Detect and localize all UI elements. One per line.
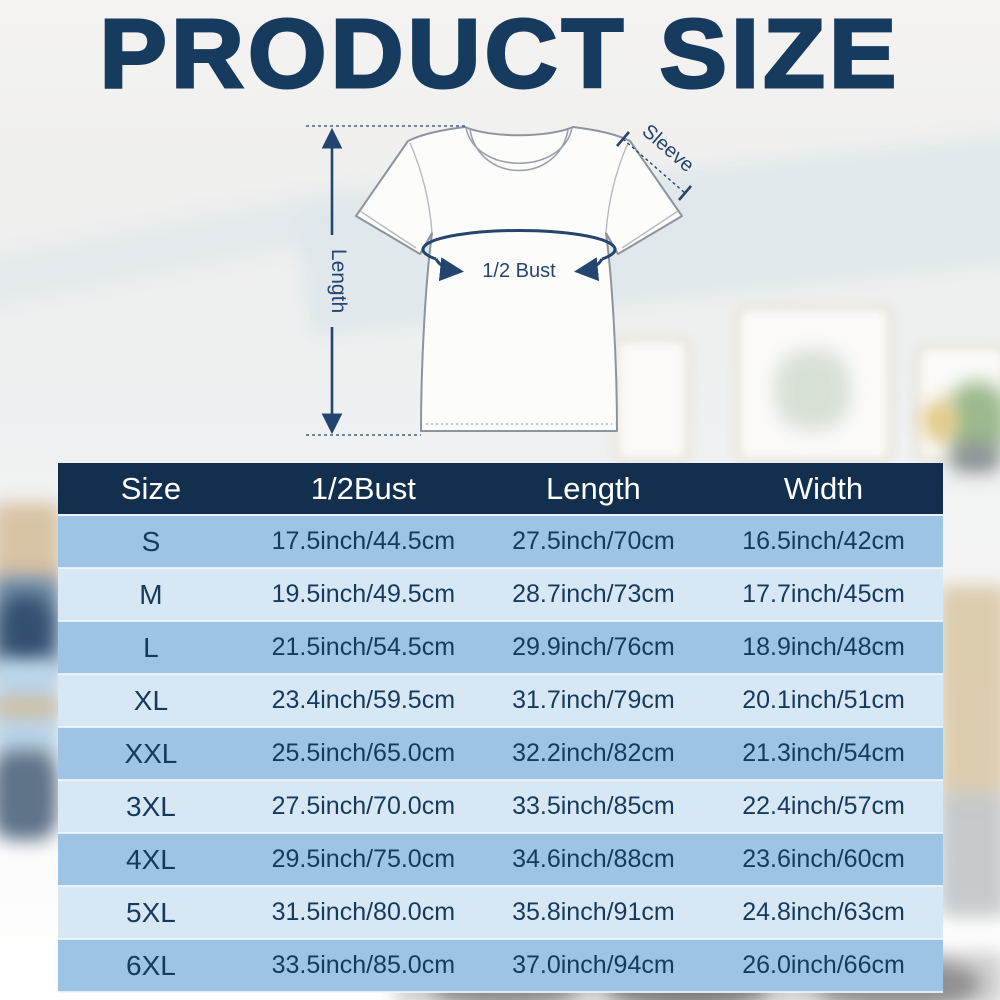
measurement-cell: 34.6inch/88cm bbox=[482, 833, 705, 887]
measurement-cell: 32.2inch/82cm bbox=[482, 727, 705, 781]
table-row-l: L 21.5inch/54.5cm 29.9inch/76cm 18.9inch/48… bbox=[58, 621, 943, 675]
sleeve-tick-start bbox=[616, 131, 630, 147]
table-row-5xl: 5XL 31.5inch/80.0cm 35.8inch/91cm 24.8inch/… bbox=[58, 886, 943, 940]
size-cell: L bbox=[58, 621, 244, 675]
table-row-s: S 17.5inch/44.5cm 27.5inch/70cm 16.5inch/42… bbox=[58, 515, 943, 569]
length-arrow-annotation: Length bbox=[306, 125, 465, 436]
measurement-cell: 20.1inch/51cm bbox=[704, 674, 943, 728]
measurement-cell: 29.9inch/76cm bbox=[482, 621, 705, 675]
table-header-row: Size 1/2Bust Length Width bbox=[58, 463, 943, 516]
left-background-blur bbox=[0, 750, 58, 840]
measurement-cell: 35.8inch/91cm bbox=[482, 886, 705, 940]
size-cell: M bbox=[58, 568, 244, 622]
measurement-cell: 24.8inch/63cm bbox=[704, 886, 943, 940]
measurement-cell: 31.5inch/80.0cm bbox=[243, 886, 483, 940]
bust-arrow-left bbox=[434, 257, 464, 282]
measurement-cell: 18.9inch/48cm bbox=[704, 621, 943, 675]
measurement-cell: 21.5inch/54.5cm bbox=[243, 621, 483, 675]
measurement-cell: 17.5inch/44.5cm bbox=[243, 515, 483, 569]
bust-label: 1/2 Bust bbox=[482, 260, 556, 282]
measurement-cell: 25.5inch/65.0cm bbox=[243, 727, 483, 781]
yellow-decor bbox=[922, 400, 958, 442]
bust-arrow-annotation: 1/2 Bust bbox=[421, 228, 617, 282]
table-row-6xl: 6XL 33.5inch/85.0cm 37.0inch/94cm 26.0inch/… bbox=[58, 939, 943, 993]
bust-arrow-right bbox=[574, 257, 604, 282]
size-cell: XL bbox=[58, 674, 244, 728]
plant-pot bbox=[952, 442, 998, 472]
frame-artwork bbox=[775, 350, 850, 430]
right-background-blur bbox=[938, 585, 1000, 800]
size-cell: S bbox=[58, 515, 244, 569]
tshirt-measurement-diagram: Length 1/2 Bust Sleeve bbox=[306, 120, 698, 436]
measurement-cell: 33.5inch/85cm bbox=[482, 780, 705, 834]
size-cell: 6XL bbox=[58, 939, 244, 993]
measurement-cell: 27.5inch/70.0cm bbox=[243, 780, 483, 834]
size-cell: 5XL bbox=[58, 886, 244, 940]
left-background-blur bbox=[0, 596, 52, 664]
page-title: PRODUCT SIZE bbox=[98, 0, 901, 108]
measurement-cell: 28.7inch/73cm bbox=[482, 568, 705, 622]
table-row-3xl: 3XL 27.5inch/70.0cm 33.5inch/85cm 22.4inch/… bbox=[58, 780, 943, 834]
table-row-xl: XL 23.4inch/59.5cm 31.7inch/79cm 20.1inch/5… bbox=[58, 674, 943, 728]
size-cell: 3XL bbox=[58, 780, 244, 834]
measurement-cell: 31.7inch/79cm bbox=[482, 674, 705, 728]
measurement-cell: 33.5inch/85.0cm bbox=[243, 939, 483, 993]
left-background-blur bbox=[0, 503, 62, 585]
length-label: Length bbox=[327, 249, 350, 313]
measurement-cell: 27.5inch/70cm bbox=[482, 515, 705, 569]
right-background-blur bbox=[938, 792, 1000, 917]
bust-ellipse bbox=[421, 228, 617, 261]
table-row-m: M 19.5inch/49.5cm 28.7inch/73cm 17.7inch/45… bbox=[58, 568, 943, 622]
left-background-blur bbox=[0, 698, 60, 716]
measurement-cell: 16.5inch/42cm bbox=[704, 515, 943, 569]
measurement-cell: 37.0inch/94cm bbox=[482, 939, 705, 993]
column-header-1-2bust: 1/2Bust bbox=[243, 463, 483, 516]
measurement-cell: 29.5inch/75.0cm bbox=[243, 833, 483, 887]
sleeve-measure-line bbox=[622, 138, 686, 194]
measurement-cell: 26.0inch/66cm bbox=[704, 939, 943, 993]
measurement-cell: 21.3inch/54cm bbox=[704, 727, 943, 781]
table-row-xxl: XXL 25.5inch/65.0cm 32.2inch/82cm 21.3inch/… bbox=[58, 727, 943, 781]
size-cell: 4XL bbox=[58, 833, 244, 887]
table-row-4xl: 4XL 29.5inch/75.0cm 34.6inch/88cm 23.6inch/… bbox=[58, 833, 943, 887]
column-header-width: Width bbox=[704, 463, 943, 516]
measurement-cell: 19.5inch/49.5cm bbox=[243, 568, 483, 622]
measurement-cell: 23.6inch/60cm bbox=[704, 833, 943, 887]
column-header-size: Size bbox=[58, 463, 244, 516]
sleeve-tick-end bbox=[678, 185, 692, 201]
column-header-length: Length bbox=[482, 463, 705, 516]
measurement-cell: 17.7inch/45cm bbox=[704, 568, 943, 622]
measurement-cell: 23.4inch/59.5cm bbox=[243, 674, 483, 728]
size-table: Size 1/2Bust Length Width S 17.5inch/44.5cm 2… bbox=[58, 463, 943, 993]
size-cell: XXL bbox=[58, 727, 244, 781]
measurement-cell: 22.4inch/57cm bbox=[704, 780, 943, 834]
